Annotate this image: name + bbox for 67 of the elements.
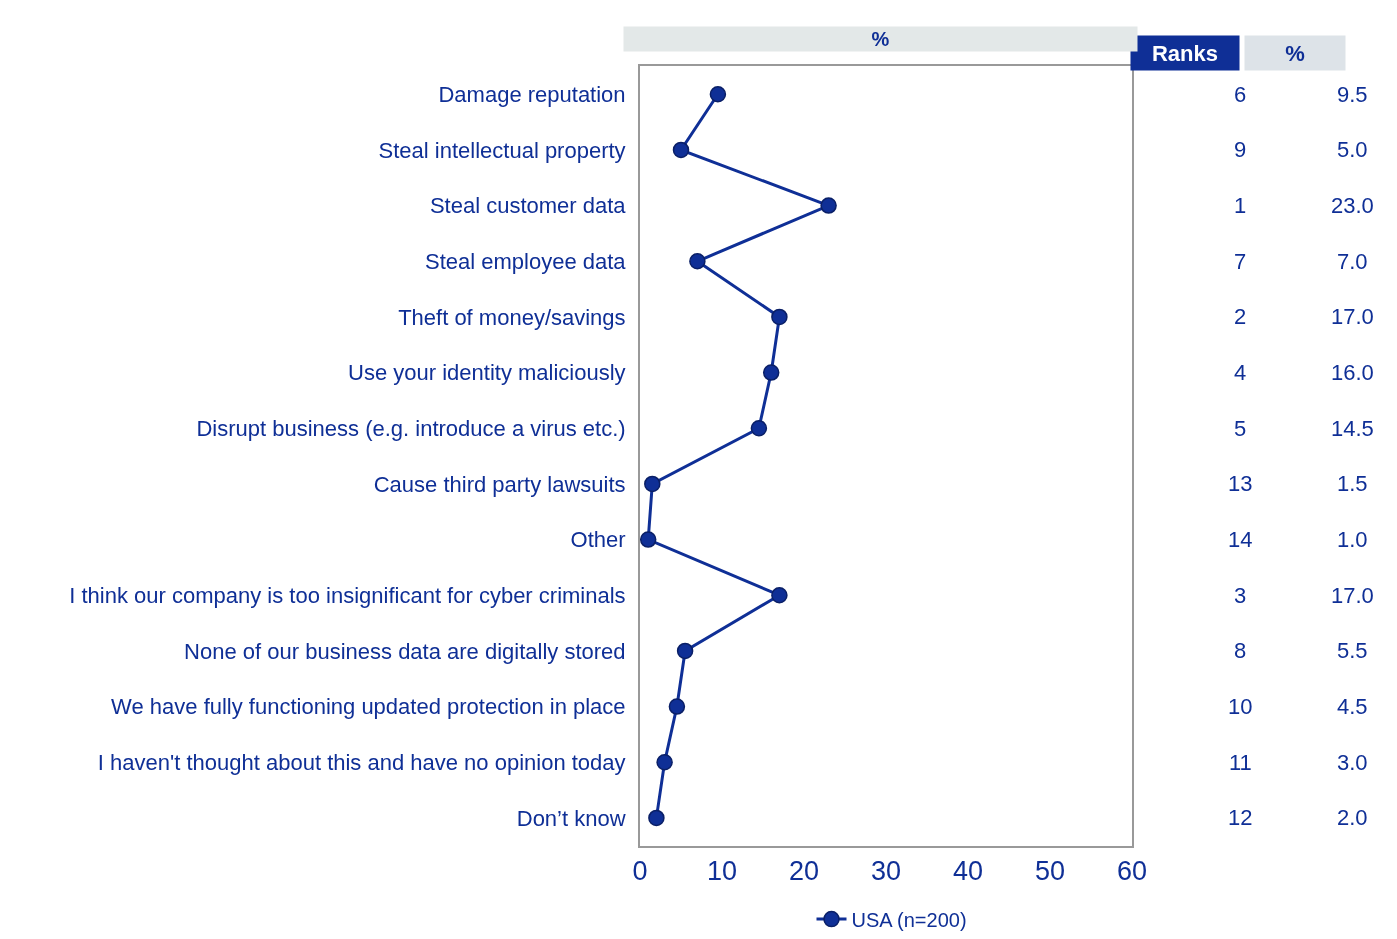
y-tick-label: Steal intellectual property xyxy=(378,137,626,163)
text: % xyxy=(1285,40,1305,66)
text: 9 xyxy=(1234,137,1247,162)
y-tick-label: Other xyxy=(570,527,626,553)
text: 11 xyxy=(1229,750,1252,775)
text: Ranks xyxy=(1151,40,1219,66)
x-tick-label: 60 xyxy=(1116,856,1148,887)
text: 10 xyxy=(1228,694,1253,719)
data-label: 23.0 xyxy=(1331,193,1374,218)
data-label: 16.0 xyxy=(1331,360,1374,385)
point xyxy=(771,308,788,326)
point xyxy=(639,531,657,548)
y-tick-label: Theft of money/savings xyxy=(398,304,626,330)
point xyxy=(644,475,661,493)
point xyxy=(709,86,727,103)
text: 8 xyxy=(1234,638,1247,663)
point xyxy=(689,253,706,270)
y-tick-label: Damage reputation xyxy=(438,81,626,107)
data-label: 7.0 xyxy=(1337,249,1368,274)
point xyxy=(668,698,686,715)
text: 12 xyxy=(1228,805,1253,830)
text: 1 xyxy=(1234,193,1247,218)
text: 4 xyxy=(1234,360,1247,385)
y-tick-label: Steal customer data xyxy=(429,193,627,219)
point xyxy=(762,364,780,381)
data-label: 17.0 xyxy=(1331,583,1374,608)
data-label: 2.0 xyxy=(1337,805,1368,830)
x-tick-label: 10 xyxy=(706,856,738,887)
point xyxy=(676,642,694,660)
point xyxy=(750,420,768,437)
point xyxy=(771,586,788,604)
y-tick-label: Use your identity maliciously xyxy=(348,360,626,386)
y-tick-label: I haven't thought about this and have no opinion today xyxy=(97,749,626,775)
data-label: 1.0 xyxy=(1337,527,1368,552)
x-tick-label: 50 xyxy=(1034,856,1066,887)
text: 3 xyxy=(1234,583,1247,608)
text: 5 xyxy=(1234,416,1247,441)
data-label: 17.0 xyxy=(1331,304,1374,329)
point xyxy=(656,753,673,771)
y-tick-label: I think our company is too insignificant for cyber criminals xyxy=(69,582,626,608)
legend-label: USA (n=200) xyxy=(851,908,967,931)
point xyxy=(672,141,690,159)
data-label: 5.0 xyxy=(1337,137,1368,162)
y-tick-label: Disrupt business (e.g. introduce a virus etc.) xyxy=(196,415,626,441)
data-label: 3.0 xyxy=(1337,750,1368,775)
data-label: 5.5 xyxy=(1337,638,1368,663)
x-tick-label: 20 xyxy=(788,856,820,887)
y-tick-label: Steal employee data xyxy=(425,248,627,274)
y-tick-label: Cause third party lawsuits xyxy=(373,471,626,497)
x-tick-label: 40 xyxy=(952,856,984,887)
x-tick-label: 30 xyxy=(870,856,902,887)
data-label: 9.5 xyxy=(1337,82,1368,107)
data-label: 4.5 xyxy=(1337,694,1368,719)
point xyxy=(820,197,837,214)
text: 13 xyxy=(1228,471,1253,496)
text: 2 xyxy=(1234,304,1247,329)
y-tick-label: We have fully functioning updated protection in place xyxy=(111,694,626,720)
x-axis-title: % xyxy=(871,28,890,50)
point xyxy=(648,809,665,827)
y-tick-label: Don’t know xyxy=(516,805,626,831)
data-label: 1.5 xyxy=(1337,471,1368,496)
text: 7 xyxy=(1234,249,1247,274)
text: 14 xyxy=(1228,527,1253,552)
y-tick-label: None of our business data are digitally stored xyxy=(184,638,626,664)
text: 6 xyxy=(1234,82,1247,107)
x-tick-label: 0 xyxy=(632,856,648,887)
data-label: 14.5 xyxy=(1331,416,1374,441)
